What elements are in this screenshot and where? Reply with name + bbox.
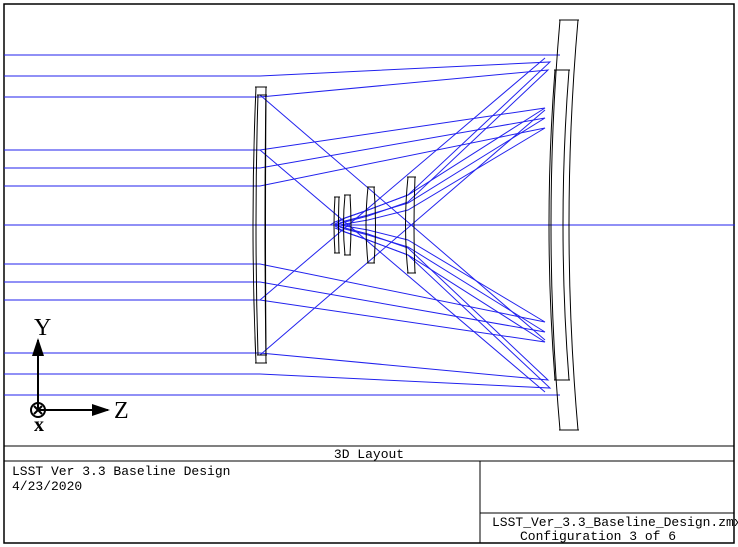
ray-cross-rays xyxy=(260,58,545,300)
axis-label-x: x xyxy=(34,414,44,437)
ray-cross-rays xyxy=(260,95,545,340)
axis-label-z: Z xyxy=(114,398,129,425)
ray-cross-rays xyxy=(260,110,545,355)
config-line: Configuration 3 of 6 xyxy=(520,529,676,544)
layout-title: 3D Layout xyxy=(0,447,738,462)
axis-label-y: Y xyxy=(34,315,51,342)
ray-mid-lower-bundle xyxy=(4,226,545,342)
ray-mid-lower-bundle xyxy=(4,225,545,332)
design-title-line1: LSST Ver 3.3 Baseline Design xyxy=(12,464,230,479)
outer-frame xyxy=(4,4,734,543)
page: 3D Layout LSST Ver 3.3 Baseline Design 4… xyxy=(0,0,738,547)
ray-mid-upper-bundle xyxy=(4,118,545,225)
ray-group xyxy=(4,55,735,395)
ray-lower-bundle xyxy=(4,228,550,388)
file-name: LSST_Ver_3.3_Baseline_Design.zmx xyxy=(492,515,738,530)
ray-cross-rays xyxy=(260,150,545,392)
design-title-line2: 4/23/2020 xyxy=(12,479,82,494)
ray-mid-upper-bundle xyxy=(4,108,545,224)
axes-widget xyxy=(31,340,108,417)
